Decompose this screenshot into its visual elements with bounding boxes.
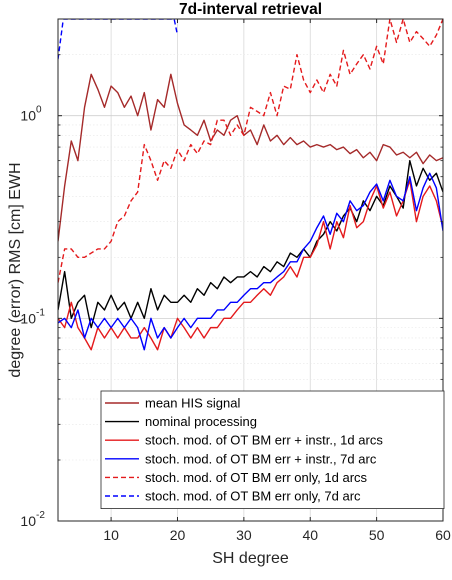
legend-label: mean HIS signal (145, 396, 240, 411)
series-line-stoch-mod-of-ot-bm-err-only-7d-arc (58, 19, 179, 60)
x-tick-label: 20 (170, 527, 186, 543)
legend-entry: stoch. mod. of OT BM err only, 1d arcs (105, 470, 368, 485)
series-line-nominal-processing (58, 159, 443, 329)
x-tick-label: 10 (103, 527, 119, 543)
y-tick-exponent: -2 (36, 510, 45, 521)
legend: mean HIS signal nominal processing stoch. … (100, 390, 445, 509)
series-line-stoch-mod-of-ot-bm-err-instr-1d-arcs (58, 179, 443, 351)
plot-frame (57, 18, 444, 522)
series-line-stoch-mod-of-ot-bm-err-instr-7d-arc (58, 172, 443, 351)
y-axis-label: degree (error) RMS [cm] EWH (7, 162, 24, 377)
legend-entry: stoch. mod. of OT BM err + instr., 7d ar… (105, 451, 377, 466)
legend-entry: stoch. mod. of OT BM err + instr., 1d ar… (105, 433, 383, 448)
x-tick-label: 30 (236, 527, 252, 543)
legend-label: stoch. mod. of OT BM err only, 1d arcs (145, 470, 368, 485)
y-tick-exponent: -1 (36, 307, 45, 318)
series-line-stoch-mod-of-ot-bm-err-only-1d-arcs (58, 19, 443, 283)
x-tick-label: 40 (302, 527, 318, 543)
legend-label: stoch. mod. of OT BM err + instr., 7d ar… (145, 451, 377, 466)
y-tick-exponent: 0 (36, 105, 42, 116)
chart-title: 7d-interval retrieval (179, 1, 322, 18)
series-line-mean-his-signal (58, 73, 443, 242)
legend-label: nominal processing (145, 414, 257, 429)
legend-entry: mean HIS signal (105, 396, 240, 411)
legend-box (100, 390, 445, 509)
legend-entry: nominal processing (105, 414, 257, 429)
legend-entry: stoch. mod. of OT BM err only, 7d arc (105, 489, 361, 504)
x-tick-label: 60 (435, 527, 451, 543)
y-tick-label: 10 (20, 108, 36, 124)
legend-items: mean HIS signal nominal processing stoch. … (105, 396, 383, 504)
y-tick-label: 10 (20, 310, 36, 326)
series-layer (58, 19, 443, 351)
x-tick-label: 50 (369, 527, 385, 543)
legend-label: stoch. mod. of OT BM err + instr., 1d ar… (145, 433, 383, 448)
legend-label: stoch. mod. of OT BM err only, 7d arc (145, 489, 361, 504)
y-tick-label: 10 (20, 513, 36, 529)
x-axis-label: SH degree (212, 550, 289, 567)
